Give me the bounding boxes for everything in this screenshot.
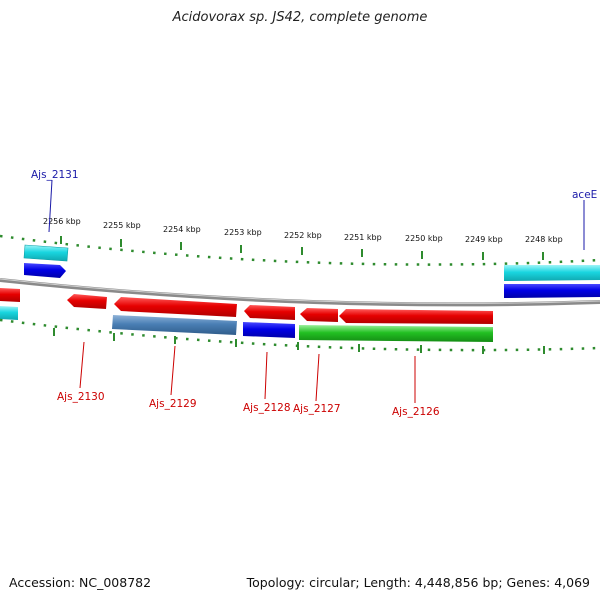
scale-label: 2250 kbp [405, 234, 443, 243]
gene-feature-ajs-2131-cyan [23, 244, 69, 262]
gene-feature-acee-cyan [504, 265, 600, 281]
gene-feature-ajs-2128-red [244, 305, 295, 320]
scale-label: 2248 kbp [525, 235, 563, 244]
genome-backbone-highlight [0, 278, 600, 304]
gene-label-ajs-2131[interactable]: Ajs_2131 [31, 169, 79, 181]
label-leader-ajs-2131 [48, 179, 53, 233]
scale-label: 2251 kbp [344, 233, 382, 242]
inner-scale-ticks [0, 318, 600, 354]
scale-label: 2253 kbp [224, 228, 262, 237]
forward-strand-features [23, 244, 600, 298]
scale-label: 2256 kbp [43, 217, 81, 226]
gene-feature-left-cyan [0, 306, 18, 320]
gene-feature-acee-blue [504, 284, 600, 298]
scale-label: 2254 kbp [163, 225, 201, 234]
genome-backbone [0, 278, 600, 307]
inner-tick-row [0, 318, 600, 352]
label-leader-ajs-2129 [170, 345, 176, 396]
gene-feature-ajs-2129-red [114, 297, 237, 317]
gene-feature-ajs-2130 [67, 294, 107, 309]
gene-feature-ajs-2126-green [299, 325, 493, 342]
gene-feature-left-red [0, 288, 20, 302]
gene-label-ajs-2129[interactable]: Ajs_2129 [149, 398, 197, 410]
label-leader-ajs-2128 [264, 351, 268, 400]
gene-feature-ajs-2127 [300, 308, 338, 322]
gene-label-acee[interactable]: aceE [572, 189, 597, 201]
gene-label-ajs-2126[interactable]: Ajs_2126 [392, 406, 440, 418]
label-leader-ajs-2127 [315, 353, 320, 402]
outer-tick-row [0, 234, 600, 266]
reverse-strand-features [0, 288, 493, 342]
scale-labels: 2256 kbp 2255 kbp 2254 kbp 2253 kbp 2252… [43, 217, 563, 244]
footer-topology: Topology: circular; Length: 4,448,856 bp… [246, 575, 590, 590]
label-leader-ajs-2130 [79, 341, 85, 389]
scale-label: 2255 kbp [103, 221, 141, 230]
gene-feature-ajs-2128-blue [243, 322, 295, 338]
outer-scale-ticks [0, 234, 600, 266]
reverse-gene-labels: Ajs_2130 Ajs_2129 Ajs_2128 Ajs_2127 Ajs_… [57, 341, 440, 418]
gene-label-ajs-2128[interactable]: Ajs_2128 [243, 402, 291, 414]
gene-feature-ajs-2129-steel [112, 315, 237, 335]
scale-label: 2252 kbp [284, 231, 322, 240]
map-title: Acidovorax sp. JS42, complete genome [172, 10, 428, 25]
gene-label-ajs-2127[interactable]: Ajs_2127 [293, 403, 341, 415]
forward-gene-labels: Ajs_2131 aceE [31, 169, 597, 250]
gene-label-ajs-2130[interactable]: Ajs_2130 [57, 391, 105, 403]
gene-feature-ajs-2131-blue [24, 263, 66, 278]
gene-feature-ajs-2126-red [339, 309, 493, 324]
footer-accession: Accession: NC_008782 [9, 575, 152, 590]
scale-label: 2249 kbp [465, 235, 503, 244]
